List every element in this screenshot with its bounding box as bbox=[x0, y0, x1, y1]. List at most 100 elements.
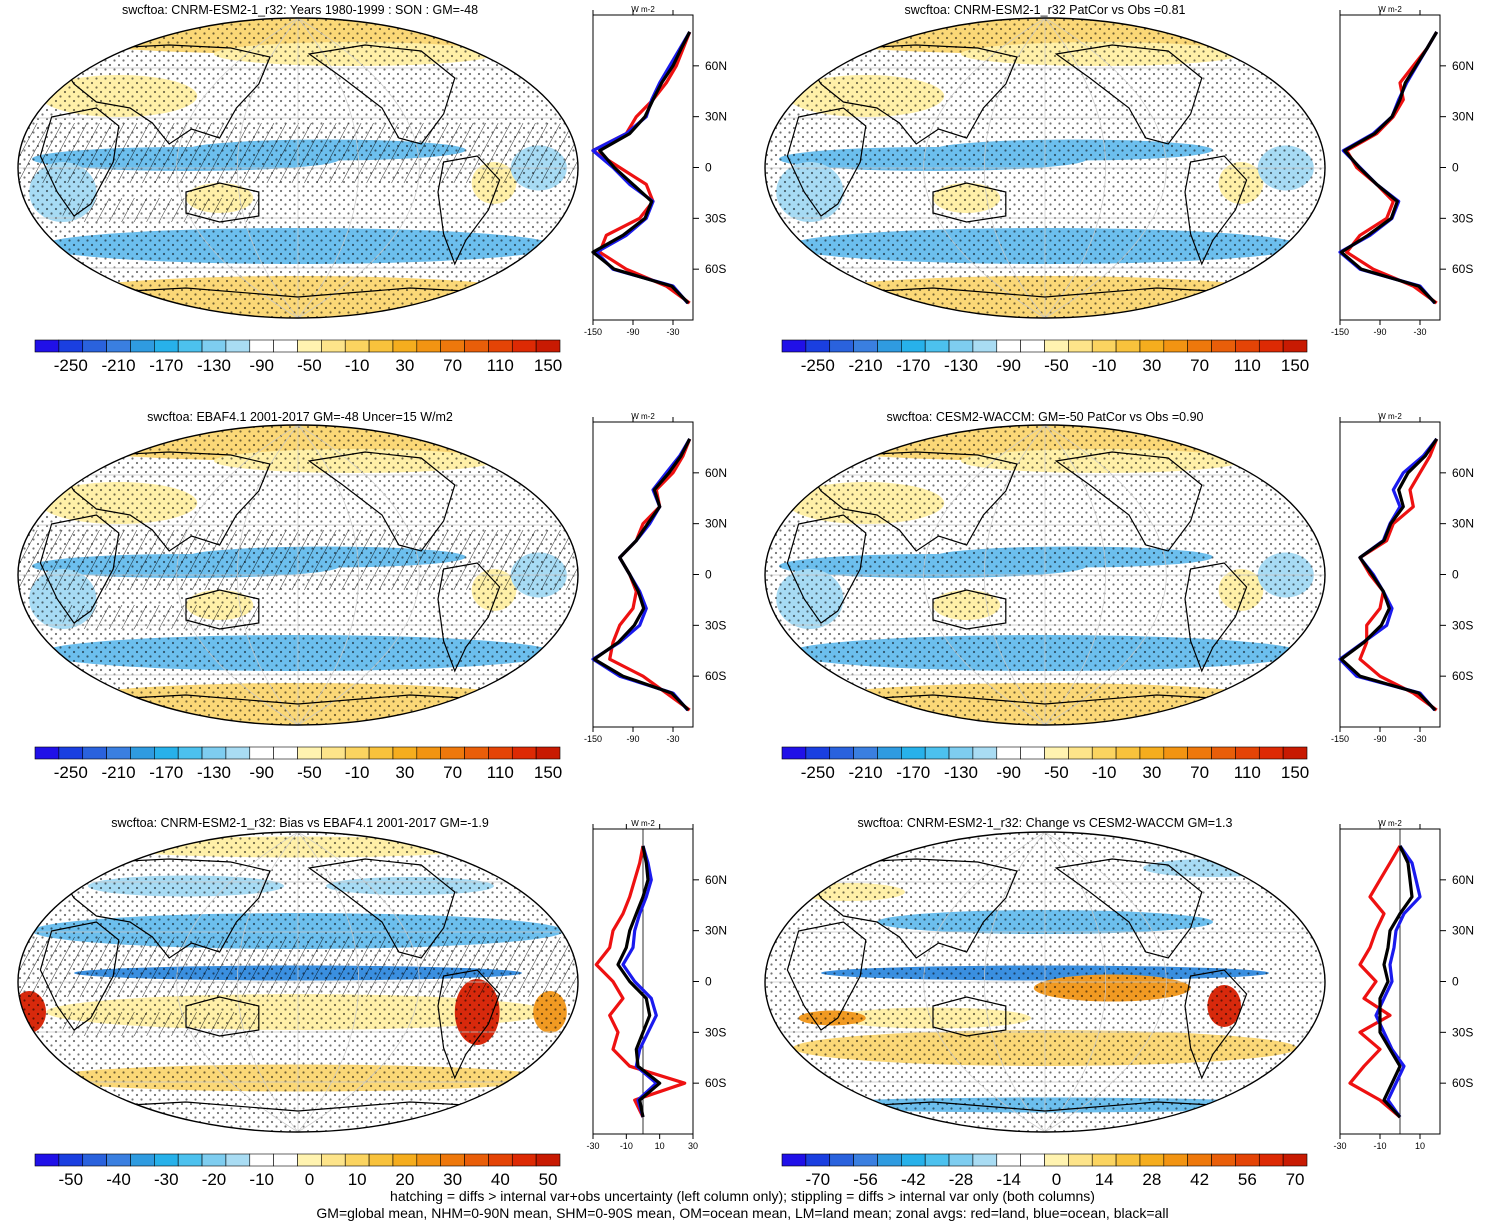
colorbar-tick-label: -210 bbox=[849, 763, 883, 782]
continent-outline bbox=[932, 589, 1007, 630]
continent-outline bbox=[185, 996, 260, 1037]
colorbar-tick-label: 28 bbox=[1142, 1170, 1161, 1189]
y-tick-label: 0 bbox=[1452, 161, 1459, 175]
zonal-mean-plot: W m-2 -150 -90 -30 60N 30N 0 30S 60S bbox=[584, 412, 727, 744]
graticule-line bbox=[176, 832, 299, 1132]
world-map bbox=[17, 424, 579, 726]
zonal-unit-label: W m-2 bbox=[1378, 819, 1402, 828]
colorbar-swatch bbox=[106, 746, 131, 760]
colorbar-swatch bbox=[1163, 746, 1188, 760]
colorbar-swatch bbox=[829, 339, 854, 353]
colorbar-swatch bbox=[58, 1153, 84, 1167]
map-field bbox=[765, 18, 1325, 318]
y-tick-label: 60S bbox=[1452, 669, 1473, 683]
colorbar-tick-label: 56 bbox=[1238, 1170, 1257, 1189]
colorbar-tick-label: -50 bbox=[1044, 763, 1069, 782]
zonal-land-line bbox=[1358, 438, 1439, 712]
colorbar-tick-label: -90 bbox=[249, 356, 274, 375]
colorbar-swatch bbox=[1282, 1153, 1308, 1167]
colorbar: -250 -210 -170 -130 -90 -50 -10 30 70 110 150 bbox=[781, 339, 1309, 375]
continent-outline bbox=[932, 182, 1007, 223]
graticule-line bbox=[1044, 18, 1106, 318]
colorbar-swatch bbox=[488, 1153, 513, 1167]
colorbar-swatch bbox=[1258, 339, 1284, 353]
map-border bbox=[17, 831, 579, 1133]
y-tick-label: 30S bbox=[1452, 211, 1473, 225]
y-tick-label: 30N bbox=[705, 110, 727, 124]
colorbar-swatch bbox=[106, 339, 131, 353]
y-tick-label: 30S bbox=[1452, 618, 1473, 632]
zonal-land-line bbox=[591, 31, 692, 305]
colorbar: -70 -56 -42 -28 -14 0 14 28 42 56 70 bbox=[781, 1153, 1308, 1189]
colorbar-swatch bbox=[321, 339, 346, 353]
colorbar-swatch bbox=[297, 1153, 322, 1167]
y-tick-label: 30S bbox=[705, 618, 726, 632]
graticule-line bbox=[297, 18, 420, 318]
colorbar-swatch bbox=[1139, 1153, 1165, 1167]
continent-outline bbox=[307, 858, 456, 959]
zonal-frame bbox=[592, 421, 694, 728]
colorbar-tick-label: 70 bbox=[443, 356, 462, 375]
colorbar-swatch bbox=[853, 1153, 878, 1167]
colorbar-swatch bbox=[440, 1153, 465, 1167]
continent-outline bbox=[61, 858, 271, 959]
colorbar-tick-label: 110 bbox=[487, 763, 514, 782]
graticule-line bbox=[297, 425, 359, 725]
x-tick-label: -90 bbox=[626, 327, 639, 337]
x-tick-label: -150 bbox=[584, 734, 602, 744]
colorbar-swatch bbox=[1282, 746, 1308, 760]
world-map bbox=[17, 831, 579, 1133]
colorbar-swatch bbox=[901, 1153, 926, 1167]
colorbar-swatch bbox=[464, 746, 489, 760]
y-tick-label: 0 bbox=[1452, 568, 1459, 582]
graticule-line bbox=[923, 18, 1046, 318]
continent-outline bbox=[437, 155, 501, 266]
colorbar-tick-label: -28 bbox=[949, 1170, 974, 1189]
continent-outline bbox=[39, 514, 120, 624]
colorbar-swatch bbox=[392, 746, 418, 760]
x-tick-label: 10 bbox=[655, 1141, 665, 1151]
y-tick-label: 60S bbox=[1452, 1076, 1473, 1090]
x-tick-label: -30 bbox=[1413, 327, 1426, 337]
colorbar-tick-label: -10 bbox=[345, 356, 370, 375]
panel-title: swcftoa: CNRM-ESM2-1_r32 PatCor vs Obs =… bbox=[904, 3, 1186, 17]
zonal-all-line bbox=[1339, 31, 1439, 305]
colorbar-swatch bbox=[1020, 746, 1045, 760]
colorbar-swatch bbox=[58, 339, 84, 353]
x-tick-label: -30 bbox=[1333, 1141, 1346, 1151]
colorbar-swatch bbox=[996, 1153, 1021, 1167]
y-tick-label: 0 bbox=[705, 975, 712, 989]
colorbar-swatch bbox=[1235, 746, 1260, 760]
colorbar-swatch bbox=[321, 746, 346, 760]
y-tick-label: 30S bbox=[705, 211, 726, 225]
colorbar-tick-label: -14 bbox=[996, 1170, 1021, 1189]
continent-outline bbox=[73, 287, 523, 298]
colorbar-swatch bbox=[344, 339, 370, 353]
colorbar-tick-label: 70 bbox=[1190, 763, 1209, 782]
map-field bbox=[18, 425, 578, 725]
panel-title: swcftoa: CNRM-ESM2-1_r32: Years 1980-199… bbox=[121, 3, 479, 17]
graticule-line bbox=[1044, 425, 1167, 725]
zonal-mean-plot: W m-2 -150 -90 -30 60N 30N 0 30S 60S bbox=[584, 5, 727, 337]
zonal-all-line bbox=[1339, 438, 1439, 712]
continent-outline bbox=[185, 589, 260, 630]
colorbar-tick-label: 14 bbox=[1095, 1170, 1114, 1189]
colorbar-swatch bbox=[368, 746, 394, 760]
graticule-line bbox=[297, 425, 420, 725]
continent-outline bbox=[820, 1101, 1270, 1112]
colorbar-swatch bbox=[249, 746, 274, 760]
colorbar-tick-label: 10 bbox=[348, 1170, 367, 1189]
zonal-land-line bbox=[608, 438, 692, 712]
colorbar-swatch bbox=[1068, 339, 1093, 353]
colorbar-tick-label: -250 bbox=[801, 763, 835, 782]
colorbar-swatch bbox=[901, 746, 926, 760]
y-tick-label: 30N bbox=[705, 517, 727, 531]
y-tick-label: 30N bbox=[1452, 110, 1474, 124]
colorbar-swatch bbox=[225, 746, 251, 760]
panel-title: swcftoa: EBAF4.1 2001-2017 GM=-48 Uncer=… bbox=[147, 410, 453, 424]
colorbar-swatch bbox=[948, 339, 974, 353]
colorbar-swatch bbox=[1211, 339, 1236, 353]
colorbar-swatch bbox=[130, 746, 155, 760]
y-tick-label: 60S bbox=[705, 1076, 726, 1090]
colorbar-swatch bbox=[877, 1153, 902, 1167]
